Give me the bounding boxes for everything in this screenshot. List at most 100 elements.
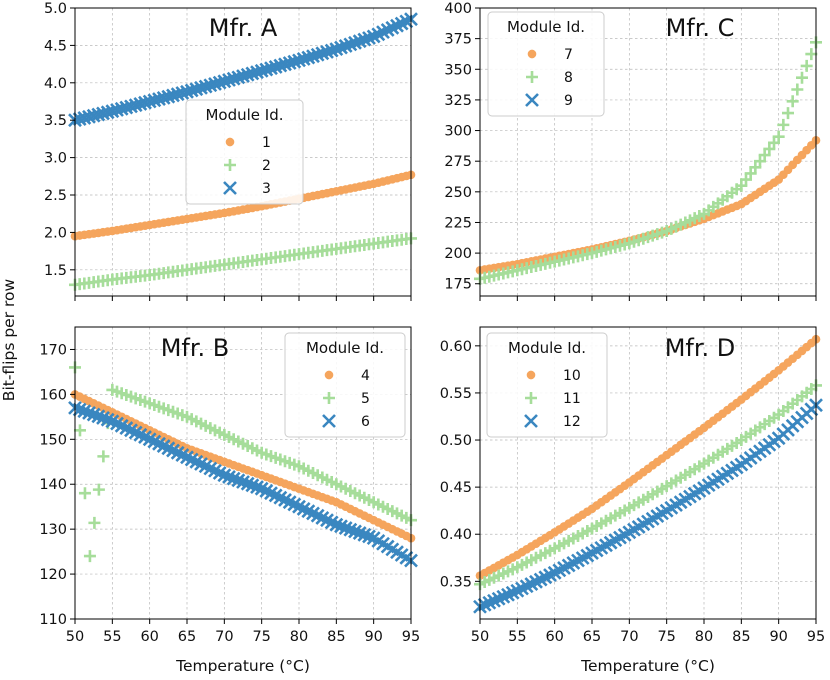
y-tick-label: 0.50 [440, 433, 472, 449]
series-12 [473, 398, 823, 614]
series-5 [69, 361, 417, 563]
data-point [768, 136, 780, 149]
legend-marker [225, 137, 235, 147]
series-1 [70, 170, 416, 241]
chart-title: Mfr. C [666, 14, 735, 42]
data-point [744, 167, 757, 180]
chart-panel-3: 50 55 60 65 70 75 80 85 90 9511012013014015016017… [39, 326, 420, 645]
x-tick-label: 60 [140, 629, 158, 645]
data-point [301, 50, 316, 65]
x-tick-label: 55 [508, 629, 526, 645]
data-point [78, 487, 91, 500]
y-tick-label: 3.0 [44, 151, 67, 167]
legend-label: 1 [262, 135, 271, 151]
x-tick-label: 70 [215, 629, 233, 645]
x-tick-label: 55 [103, 629, 121, 645]
legend-marker [525, 392, 537, 404]
series-6 [68, 400, 418, 568]
data-point [735, 179, 748, 192]
legend-label: 4 [361, 368, 370, 384]
legend-marker [323, 392, 335, 404]
y-tick-label: 120 [39, 567, 67, 583]
data-point [73, 424, 86, 437]
legend-box [284, 332, 406, 438]
legend-marker [525, 93, 539, 107]
legend-box [487, 11, 605, 117]
y-tick-label: 4.5 [44, 38, 67, 54]
data-point [88, 516, 101, 529]
chart-panel-2: 175 200 225 250 275 300 325 350 375 400 Mfr. C Modu… [444, 1, 822, 301]
legend: Module Id. 10 11 12 [486, 332, 608, 438]
series-7 [475, 136, 821, 275]
legend-marker [322, 414, 336, 428]
plot-frame [479, 7, 817, 297]
legend-marker [524, 414, 538, 428]
legend-title: Module Id. [508, 339, 586, 357]
legend-marker [223, 181, 237, 195]
data-point [749, 161, 762, 174]
legend: Module Id. 7 8 9 [487, 11, 605, 117]
data-point [800, 59, 813, 72]
legend-title: Module Id. [306, 339, 384, 357]
legend-label: 11 [563, 391, 581, 407]
y-tick-label: 5.0 [44, 1, 67, 17]
y-tick-label: 225 [444, 215, 472, 231]
data-point [83, 550, 96, 563]
chart-panel-1: 1.5 2.0 2.5 3.0 3.5 4.0 4.5 5.0 Mfr. A Module Id.… [44, 1, 418, 301]
x-tick-label: 65 [178, 629, 196, 645]
y-tick-label: 0.35 [440, 574, 472, 590]
chart-title: Mfr. D [665, 334, 736, 362]
y-tick-label: 130 [39, 522, 67, 538]
plot-frame [479, 326, 817, 620]
legend-label: 2 [262, 158, 271, 174]
y-tick-label: 0.55 [440, 386, 472, 402]
data-point [763, 142, 776, 155]
y-tick-label: 150 [39, 432, 67, 448]
chart-title: Mfr. B [161, 334, 230, 362]
legend-label: 12 [563, 414, 581, 430]
y-tick-label: 3.5 [44, 113, 67, 129]
data-point [758, 149, 771, 162]
y-tick-label: 2.0 [44, 225, 67, 241]
data-point [296, 52, 311, 66]
x-tick-label: 80 [695, 629, 713, 645]
x-tick-label: 95 [807, 629, 825, 645]
y-tick-label: 170 [39, 342, 67, 358]
data-point [786, 95, 799, 108]
data-point [324, 43, 339, 58]
legend-box [486, 332, 608, 438]
data-point [97, 450, 110, 463]
data-point [740, 173, 752, 186]
legend-marker [324, 370, 334, 380]
data-point [754, 155, 766, 168]
data-point [320, 45, 334, 59]
x-tick-label: 75 [657, 629, 675, 645]
y-tick-label: 275 [444, 154, 472, 170]
series-10 [475, 334, 821, 580]
y-tick-label: 4.0 [44, 76, 67, 92]
x-tick-label: 50 [471, 629, 489, 645]
x-tick-label: 95 [402, 629, 420, 645]
y-tick-label: 200 [444, 246, 472, 262]
data-point [306, 49, 320, 64]
series-3 [68, 12, 418, 128]
chart-title: Mfr. A [209, 14, 278, 42]
x-tick-label: 70 [620, 629, 638, 645]
data-point [805, 48, 818, 61]
x-tick-label: 90 [769, 629, 787, 645]
y-tick-label: 1.5 [44, 263, 67, 279]
data-point [796, 71, 808, 84]
legend-label: 3 [262, 181, 271, 197]
x-tick-label: 60 [545, 629, 563, 645]
data-point [287, 54, 302, 69]
legend-marker [224, 159, 236, 171]
data-point [292, 53, 306, 68]
y-tick-label: 0.60 [440, 339, 472, 355]
legend-marker [526, 71, 538, 83]
x-tick-label: 90 [364, 629, 382, 645]
y-tick-label: 250 [444, 185, 472, 201]
data-point [772, 130, 785, 143]
y-tick-label: 300 [444, 124, 472, 140]
legend-box [185, 99, 304, 205]
data-point [791, 83, 804, 96]
